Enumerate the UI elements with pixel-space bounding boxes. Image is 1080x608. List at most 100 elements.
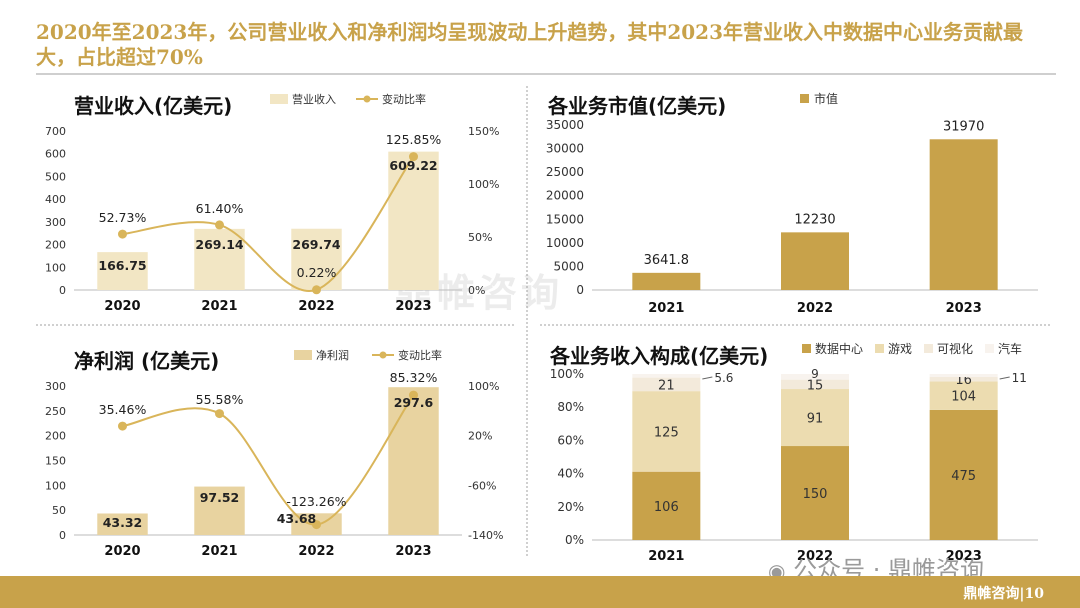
net-profit-line-point (409, 390, 418, 400)
market-value-xtick: 2023 (946, 301, 982, 316)
revenue-legend-marker (363, 95, 371, 103)
composition-segment (929, 381, 998, 410)
net-profit-xtick: 2021 (201, 544, 237, 559)
revenue-ytick: 100 (45, 261, 66, 274)
net-profit-xtick: 2023 (395, 544, 431, 559)
composition-segment (632, 374, 701, 378)
market-value-bar (781, 232, 849, 290)
net-profit-legend-marker (379, 351, 387, 359)
net-profit-line-label: 35.46% (99, 402, 147, 417)
composition-segment (929, 409, 998, 540)
revenue-line-point (409, 152, 418, 162)
revenue-xtick: 2021 (201, 299, 237, 314)
net-profit-ytick: 300 (45, 380, 66, 393)
composition-ytick: 20% (557, 500, 584, 514)
revenue-ytick: 600 (45, 148, 66, 161)
footer-bar: 鼎帷咨询|10 (0, 576, 1080, 608)
revenue-xtick: 2022 (298, 299, 334, 314)
revenue-bar (388, 151, 439, 290)
revenue-xtick: 2023 (395, 299, 431, 314)
revenue-legend-label: 营业收入 (292, 92, 336, 106)
composition-segment (781, 389, 849, 447)
headline: 2020年至2023年，公司营业收入和净利润均呈现波动上升趋势，其中2023年营… (36, 20, 1023, 69)
market-value-xtick: 2021 (648, 301, 684, 316)
composition-segment-label: 5.6 (714, 371, 733, 385)
composition-xtick: 2022 (797, 549, 833, 564)
composition-ytick: 0% (565, 533, 584, 547)
net-profit-ytick: 250 (45, 405, 66, 418)
right-divider (540, 324, 1050, 326)
net-profit-xtick: 2020 (104, 544, 140, 559)
market-value-ytick: 35000 (546, 118, 584, 132)
revenue-line-label: 61.40% (196, 201, 244, 216)
composition-segment (781, 446, 849, 540)
revenue-bar (194, 228, 245, 290)
revenue-ytick: 0 (59, 284, 66, 297)
composition-legend-label: 可视化 (937, 341, 973, 356)
net-profit-y2tick: -60% (468, 479, 496, 492)
net-profit-xtick: 2022 (298, 544, 334, 559)
revenue-bar-label: 609.22 (389, 158, 437, 173)
revenue-y2tick: 0% (468, 284, 485, 297)
composition-segment-label: 104 (951, 390, 976, 405)
composition-legend-swatch (924, 344, 933, 353)
revenue-xtick: 2020 (104, 299, 140, 314)
composition-segment (929, 377, 998, 382)
revenue-ytick: 400 (45, 193, 66, 206)
net-profit-ytick: 100 (45, 479, 66, 492)
net-profit-line-point (215, 409, 224, 419)
net-profit-ytick: 200 (45, 430, 66, 443)
composition-segment-label: 125 (654, 425, 679, 440)
revenue-bar-label: 166.75 (98, 258, 146, 273)
market-value-bar-label: 3641.8 (644, 253, 690, 268)
title-rule (36, 73, 1056, 75)
net-profit-bar-label: 97.52 (200, 490, 240, 505)
composition-segment (781, 379, 849, 390)
net-profit-line-point (118, 421, 127, 431)
vertical-divider (526, 86, 528, 556)
revenue-bar-label: 269.14 (195, 237, 244, 252)
composition-ytick: 40% (557, 467, 584, 481)
composition-leader-line (702, 376, 713, 380)
net-profit-bar (194, 486, 245, 535)
composition-segment-label: 475 (951, 469, 976, 484)
revenue-line (122, 156, 415, 293)
revenue-ytick: 500 (45, 170, 66, 183)
net-profit-title: 净利润 (亿美元) (74, 349, 220, 373)
net-profit-y2tick: -140% (468, 529, 503, 542)
revenue-line-point (312, 285, 321, 295)
composition-leader-line (999, 376, 1010, 380)
net-profit-legend-label: 净利润 (316, 348, 349, 362)
market-value-ytick: 10000 (546, 236, 584, 250)
net-profit-ytick: 0 (59, 529, 66, 542)
revenue-y2tick: 50% (468, 231, 492, 244)
composition-legend-swatch (875, 344, 884, 353)
revenue-line-point (118, 229, 127, 239)
composition-legend-label: 数据中心 (815, 341, 863, 356)
market-value-ytick: 25000 (546, 165, 584, 179)
net-profit-ytick: 150 (45, 455, 66, 468)
composition-segment-label: 15 (807, 378, 824, 393)
composition-legend-label: 汽车 (998, 341, 1022, 356)
revenue-bar (291, 228, 342, 290)
market-value-bar-label: 31970 (943, 119, 984, 134)
market-value-ytick: 5000 (553, 259, 584, 273)
footer-brand: 鼎帷咨询|10 (963, 586, 1044, 602)
market-value-bar (929, 139, 998, 290)
composition-segment-label: 11 (1012, 371, 1027, 385)
market-value-legend-swatch (800, 94, 809, 103)
composition-segment-label: 91 (807, 412, 824, 427)
net-profit-line-label: 55.58% (196, 392, 244, 407)
market-value-bar-label: 12230 (794, 212, 835, 227)
composition-legend-swatch (802, 344, 811, 353)
revenue-y2tick: 150% (468, 125, 499, 138)
revenue-legend-swatch (270, 94, 288, 104)
